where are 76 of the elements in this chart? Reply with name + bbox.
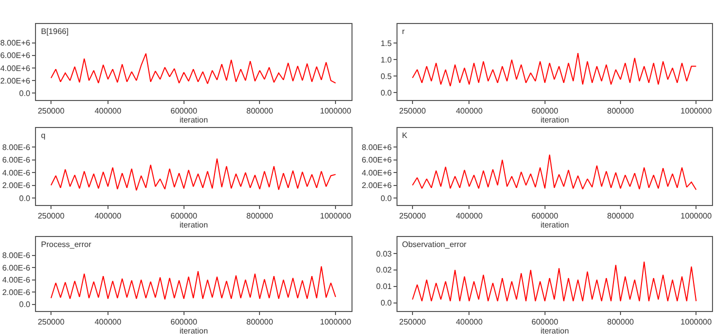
y-tick-label: 0.0 [19, 194, 31, 203]
y-tick-label: 0.0 [380, 194, 392, 203]
y-tick-label: 8.00E+6 [0, 38, 31, 48]
y-tick-label: 8.00E-6 [2, 142, 31, 152]
chart-title: q [41, 131, 46, 140]
chart-title: B[1966] [41, 27, 69, 36]
x-tick-label: 250000 [399, 212, 426, 221]
line-series [412, 154, 697, 190]
x-axis-title: iteration [540, 326, 569, 336]
y-tick-label: 6.00E+6 [0, 51, 31, 60]
y-tick-label: 0.03 [376, 249, 392, 258]
y-tick-label: 1.5 [380, 38, 392, 48]
line-series [412, 52, 697, 87]
x-tick-label: 800000 [607, 212, 634, 221]
y-tick-label: 4.00E-6 [2, 168, 31, 178]
x-tick-label: 400000 [94, 212, 122, 221]
chart-title: Process_error [41, 240, 92, 249]
x-tick-label: 600000 [170, 106, 198, 116]
line-series [50, 266, 336, 300]
x-tick-label: 1000000 [320, 212, 352, 221]
x-tick-label: 600000 [532, 318, 559, 327]
x-tick-label: 250000 [399, 106, 426, 116]
x-tick-label: 800000 [246, 212, 274, 221]
x-tick-label: 1000000 [680, 318, 712, 327]
y-tick-label: 0.0 [380, 298, 392, 308]
x-tick-label: 400000 [456, 106, 484, 116]
x-tick-label: 1000000 [320, 106, 352, 116]
y-tick-label: 8.00E+6 [362, 142, 392, 152]
y-tick-label: 4.00E-6 [2, 276, 31, 285]
y-tick-label: 0.0 [380, 88, 392, 98]
x-tick-label: 800000 [246, 106, 274, 116]
y-tick-label: 0.0 [19, 300, 31, 310]
y-tick-label: 4.00E+6 [0, 64, 31, 73]
chart-title: K [402, 131, 408, 140]
y-tick-label: 4.00E+6 [362, 168, 392, 178]
x-tick-label: 1000000 [680, 212, 712, 221]
x-tick-label: 1000000 [680, 106, 712, 116]
y-tick-label: 8.00E-6 [2, 251, 31, 260]
y-tick-label: 2.00E+6 [362, 181, 392, 190]
x-axis-title: iteration [179, 220, 208, 230]
x-tick-label: 400000 [456, 212, 484, 221]
x-tick-label: 800000 [607, 318, 634, 327]
y-tick-label: 2.00E-6 [2, 288, 31, 297]
x-tick-label: 800000 [246, 318, 274, 327]
x-tick-label: 250000 [38, 212, 65, 221]
x-axis-title: iteration [179, 326, 208, 336]
x-tick-label: 600000 [170, 318, 198, 327]
x-tick-label: 1000000 [320, 318, 352, 327]
line-series [50, 53, 336, 84]
x-tick-label: 600000 [532, 212, 559, 221]
x-axis-title: iteration [179, 116, 208, 125]
y-tick-label: 0.5 [380, 72, 392, 82]
x-tick-label: 600000 [532, 106, 559, 116]
x-tick-label: 600000 [170, 212, 198, 221]
x-tick-label: 250000 [399, 318, 426, 327]
chart-title: r [402, 27, 405, 36]
y-tick-label: 2.00E+6 [0, 76, 31, 86]
y-tick-label: 6.00E-6 [2, 263, 31, 272]
line-series [50, 158, 336, 191]
x-tick-label: 250000 [38, 318, 65, 327]
x-tick-label: 400000 [94, 318, 122, 327]
y-tick-label: 0.02 [376, 266, 392, 275]
line-series [412, 261, 697, 302]
x-tick-label: 250000 [38, 106, 65, 116]
x-tick-label: 400000 [456, 318, 484, 327]
y-tick-label: 2.00E-6 [2, 181, 31, 190]
y-tick-label: 6.00E+6 [362, 156, 392, 165]
y-tick-label: 1.0 [380, 55, 392, 64]
y-tick-label: 0.01 [376, 282, 392, 292]
y-tick-label: 6.00E-6 [2, 156, 31, 165]
x-axis-title: iteration [540, 116, 569, 125]
y-tick-label: 0.0 [19, 88, 31, 98]
chart-title: Observation_error [402, 240, 467, 249]
x-tick-label: 800000 [607, 106, 634, 116]
x-axis-title: iteration [540, 220, 569, 230]
x-tick-label: 400000 [94, 106, 122, 116]
